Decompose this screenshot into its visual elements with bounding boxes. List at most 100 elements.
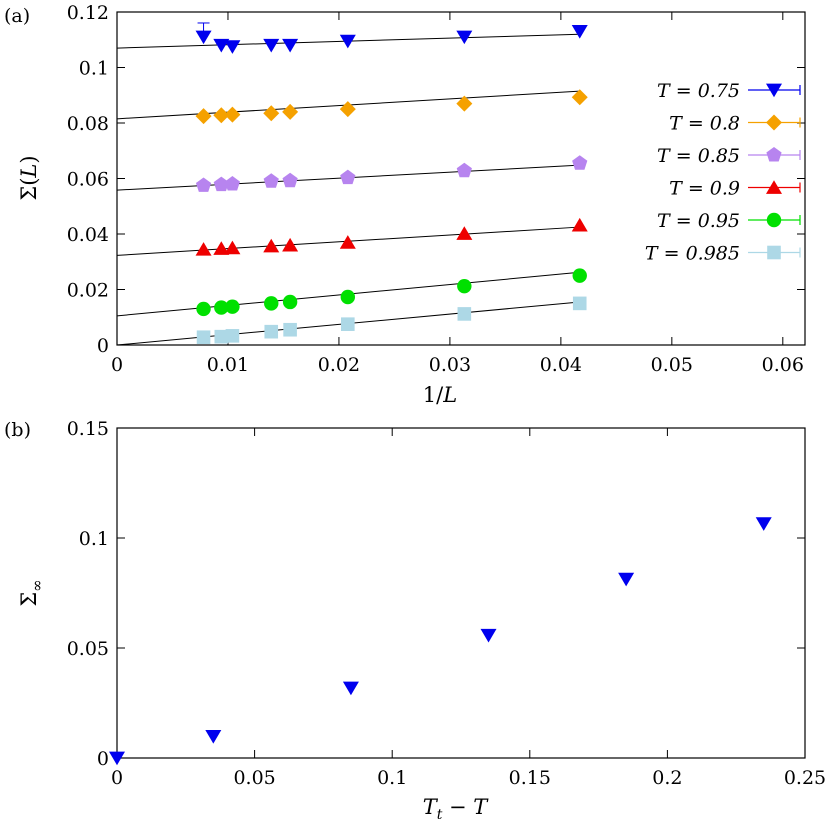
data-point-s3-0 <box>195 242 212 256</box>
data-point-b1 <box>205 730 222 744</box>
data-point-s4-4 <box>282 294 298 310</box>
panel-b-ticks: 0 0.05 0.1 0.15 0.2 0.25 0 0.05 0.1 0.15 <box>67 418 826 789</box>
panel-b-frame <box>116 427 806 759</box>
data-point-b5 <box>755 517 772 531</box>
panel-a-legend: T = 0.75 T = 0.8 T = 0.85 T = 0.9 T = 0.95 T … <box>645 80 801 265</box>
legend-marker-0 <box>766 83 782 98</box>
data-point-s4-2 <box>225 299 240 314</box>
data-point-s1-6 <box>456 95 473 112</box>
data-point-s1-0 <box>195 108 212 125</box>
legend-marker-1 <box>766 114 782 131</box>
panel-b-xtick-label: 0.05 <box>233 767 275 789</box>
data-point-s2-4 <box>282 172 298 188</box>
data-point-s0-7 <box>571 25 588 39</box>
panel-a-ylabel: Σ(L) <box>17 155 41 200</box>
panel-a-ytick-label: 0 <box>97 335 109 357</box>
data-point-s5-1 <box>214 329 229 344</box>
data-point-s3-5 <box>339 235 356 249</box>
legend-marker-4 <box>766 212 782 228</box>
data-point-s2-7 <box>572 155 588 170</box>
data-point-s0-3 <box>263 38 280 53</box>
legend-label-3: T = 0.9 <box>669 178 740 200</box>
data-point-s5-4 <box>283 322 297 337</box>
panel-a-marks <box>195 22 588 345</box>
data-point-s1-7 <box>571 89 588 106</box>
panel-b-label: (b) <box>4 419 31 441</box>
panel-b-ytick-label: 0.1 <box>79 528 109 550</box>
panel-a-xtick-label: 0.06 <box>762 354 804 376</box>
data-point-s0-5 <box>339 34 356 49</box>
panel-a-xtick-label: 0.05 <box>651 354 693 376</box>
panel-a-xtick-label: 0.04 <box>540 354 582 376</box>
data-point-s2-1 <box>213 176 229 192</box>
data-point-s4-6 <box>457 278 472 294</box>
panel-a-ytick-label: 0.04 <box>67 224 109 246</box>
panel-b-ytick-label: 0.15 <box>67 418 109 440</box>
data-point-s5-0 <box>196 330 211 345</box>
data-point-s2-3 <box>263 173 279 188</box>
data-point-s0-0 <box>195 30 212 45</box>
data-point-s4-7 <box>572 268 587 283</box>
panel-b-ytick-label: 0.05 <box>67 638 109 660</box>
panel-a-label: (a) <box>4 5 30 27</box>
data-point-s2-5 <box>340 169 356 185</box>
legend-label-5: T = 0.985 <box>645 243 740 265</box>
panel-b-ylabel: Σ∞ <box>17 579 46 606</box>
panel-a-xtick-label: 0.03 <box>429 354 471 376</box>
panel-a-ytick-label: 0.02 <box>67 280 109 302</box>
data-point-s3-4 <box>282 237 299 252</box>
data-point-s3-6 <box>456 226 473 240</box>
data-point-b3 <box>480 628 497 643</box>
data-point-s2-2 <box>224 176 241 191</box>
data-point-s0-4 <box>282 38 299 53</box>
panel-a-ytick-label: 0.1 <box>79 58 109 80</box>
data-point-s0-1 <box>213 38 230 53</box>
data-point-s3-3 <box>263 238 280 253</box>
panel-b-xtick-label: 0 <box>111 767 123 789</box>
data-point-s5-3 <box>264 324 279 339</box>
data-point-s0-2 <box>224 40 241 54</box>
panel-a: (a) 0 0.01 0.02 0.03 0.04 0.05 0.06 0 0.02 0.04 0.… <box>4 2 806 407</box>
legend-label-2: T = 0.85 <box>657 145 740 167</box>
panel-a-ytick-label: 0.12 <box>67 2 109 24</box>
legend-marker-2 <box>766 147 782 162</box>
data-point-s5-7 <box>572 296 587 311</box>
panel-b-xlabel: Tt − T <box>423 795 490 823</box>
data-point-s1-3 <box>263 105 280 122</box>
data-point-s2-0 <box>195 177 212 192</box>
data-point-s3-7 <box>571 217 588 232</box>
panel-b: (b) 0 0.05 0.1 0.15 0.2 0.25 0 0.05 0.1 0.15 Tt −… <box>4 418 826 823</box>
data-point-s1-1 <box>213 107 230 124</box>
panel-a-xtick-label: 0.02 <box>318 354 360 376</box>
data-point-s3-2 <box>224 240 241 255</box>
panel-a-ytick-label: 0.06 <box>67 169 109 191</box>
data-point-s2-6 <box>456 162 472 178</box>
data-point-s5-6 <box>457 307 472 321</box>
data-point-s1-5 <box>339 101 356 118</box>
panel-a-xtick-label: 0.01 <box>207 354 249 376</box>
legend-marker-5 <box>767 245 781 260</box>
panel-a-xtick-label: 0 <box>111 354 123 376</box>
data-point-b4 <box>618 572 635 587</box>
panel-b-xtick-label: 0.2 <box>652 767 682 789</box>
data-point-s4-3 <box>264 296 279 311</box>
legend-marker-3 <box>766 180 782 194</box>
legend-label-1: T = 0.8 <box>669 113 740 135</box>
panel-b-marks <box>109 517 772 766</box>
data-point-s0-6 <box>456 30 473 45</box>
data-point-b0 <box>109 751 125 766</box>
data-point-s5-5 <box>341 317 355 331</box>
panel-a-xlabel: 1/L <box>423 383 457 407</box>
panel-b-ytick-label: 0 <box>97 748 109 770</box>
data-point-b2 <box>342 681 359 696</box>
data-point-s4-1 <box>214 300 229 315</box>
data-point-s4-5 <box>340 289 356 305</box>
data-point-s5-2 <box>225 329 240 343</box>
panel-a-ticks: 0 0.01 0.02 0.03 0.04 0.05 0.06 0 0.02 0.04 0.06 0.… <box>67 2 805 376</box>
data-point-s1-4 <box>282 103 299 120</box>
legend-label-0: T = 0.75 <box>657 80 740 102</box>
panel-b-xtick-label: 0.15 <box>509 767 551 789</box>
data-point-s4-0 <box>196 301 211 317</box>
panel-a-ytick-label: 0.08 <box>67 113 109 135</box>
